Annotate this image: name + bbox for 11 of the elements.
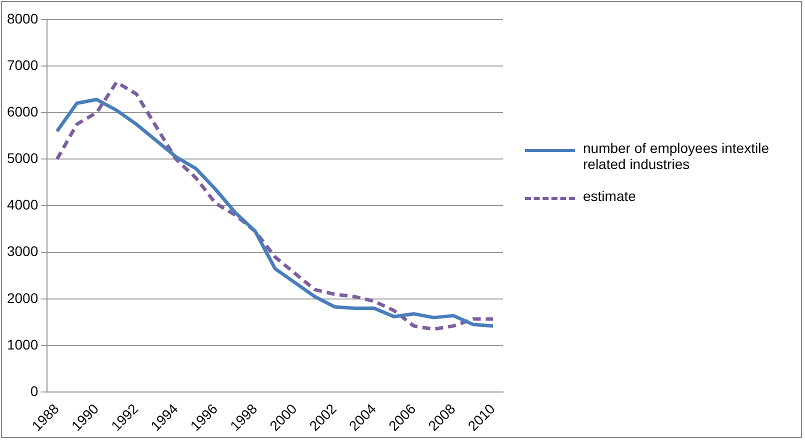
y-tick-label: 5000 <box>6 150 38 166</box>
y-tick-label: 1000 <box>6 336 38 352</box>
y-tick-label: 6000 <box>6 103 38 120</box>
legend-label: estimate <box>583 188 636 204</box>
y-tick-label: 0 <box>30 382 38 399</box>
legend-label: number of employees intextile related industries <box>583 140 770 172</box>
y-tick-label: 2000 <box>6 290 38 306</box>
y-tick-label: 4000 <box>6 196 38 213</box>
y-tick-label: 3000 <box>6 243 38 260</box>
y-tick-label: 7000 <box>6 56 38 73</box>
y-tick-label: 8000 <box>6 10 38 26</box>
